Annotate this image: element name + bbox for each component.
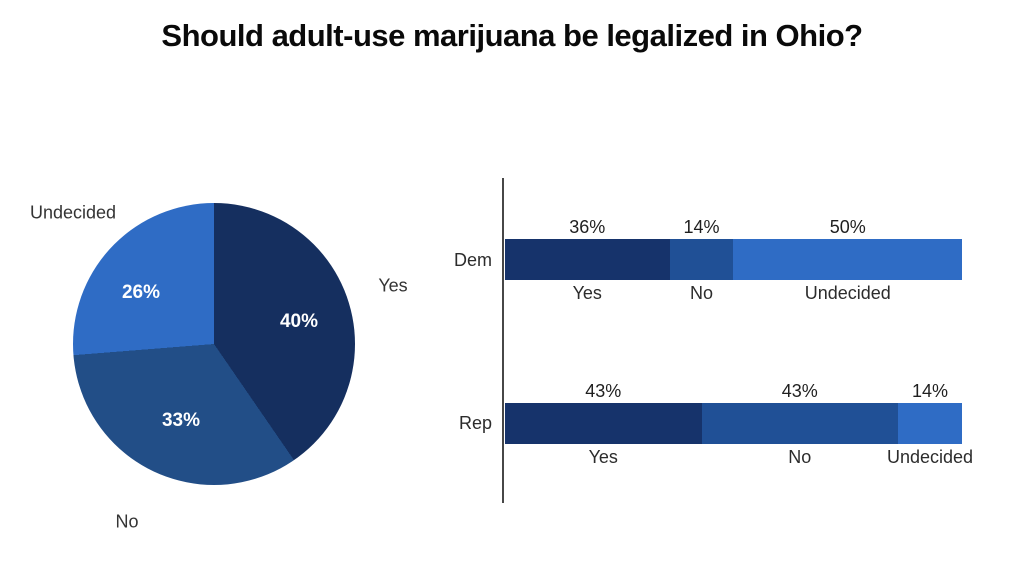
bar-segment-labels: Yes No Undecided	[505, 444, 973, 470]
stacked-bar	[505, 239, 962, 280]
pie-label-undecided: Undecided	[29, 202, 117, 223]
value-label: 43%	[781, 380, 818, 401]
segment-label: Yes	[572, 282, 602, 303]
bar-segment-yes	[505, 403, 702, 444]
segment-label: Undecided	[804, 282, 891, 303]
pie-value-no: 33%	[161, 410, 201, 431]
pie-label-no: No	[115, 511, 139, 532]
value-label: 43%	[585, 380, 622, 401]
bar-segment-yes	[505, 239, 670, 280]
segment-label: No	[689, 282, 713, 303]
pie-value-yes: 40%	[279, 311, 319, 332]
bar-segment-no	[701, 403, 898, 444]
chart-title: Should adult-use marijuana be legalized …	[161, 18, 863, 53]
bar-value-labels: 43% 43% 14%	[505, 379, 962, 403]
bar-segment-undecided	[898, 403, 962, 444]
value-label: 36%	[569, 216, 606, 237]
bar-segment-labels: Yes No Undecided	[505, 280, 962, 306]
bar-row-label-dem: Dem	[453, 250, 492, 270]
bar-row-label-rep: Rep	[458, 413, 492, 433]
value-label: 14%	[911, 380, 948, 401]
pie-label-yes: Yes	[378, 275, 408, 296]
bar-row-dem: 36% 14% 50% Yes No Undecided	[505, 215, 962, 306]
segment-label: Undecided	[886, 446, 974, 467]
bar-value-labels: 36% 14% 50%	[505, 215, 962, 239]
stacked-bar	[505, 403, 962, 444]
segment-label: No	[788, 446, 812, 467]
value-label: 50%	[829, 216, 866, 237]
pie-value-undecided: 26%	[121, 282, 161, 303]
bar-segment-undecided	[733, 239, 962, 280]
segment-label: Yes	[588, 446, 618, 467]
bar-row-rep: 43% 43% 14% Yes No Undecided	[505, 379, 973, 470]
y-axis-line	[502, 178, 504, 503]
pie-chart	[73, 203, 355, 485]
value-label: 14%	[683, 216, 720, 237]
bar-segment-no	[669, 239, 734, 280]
